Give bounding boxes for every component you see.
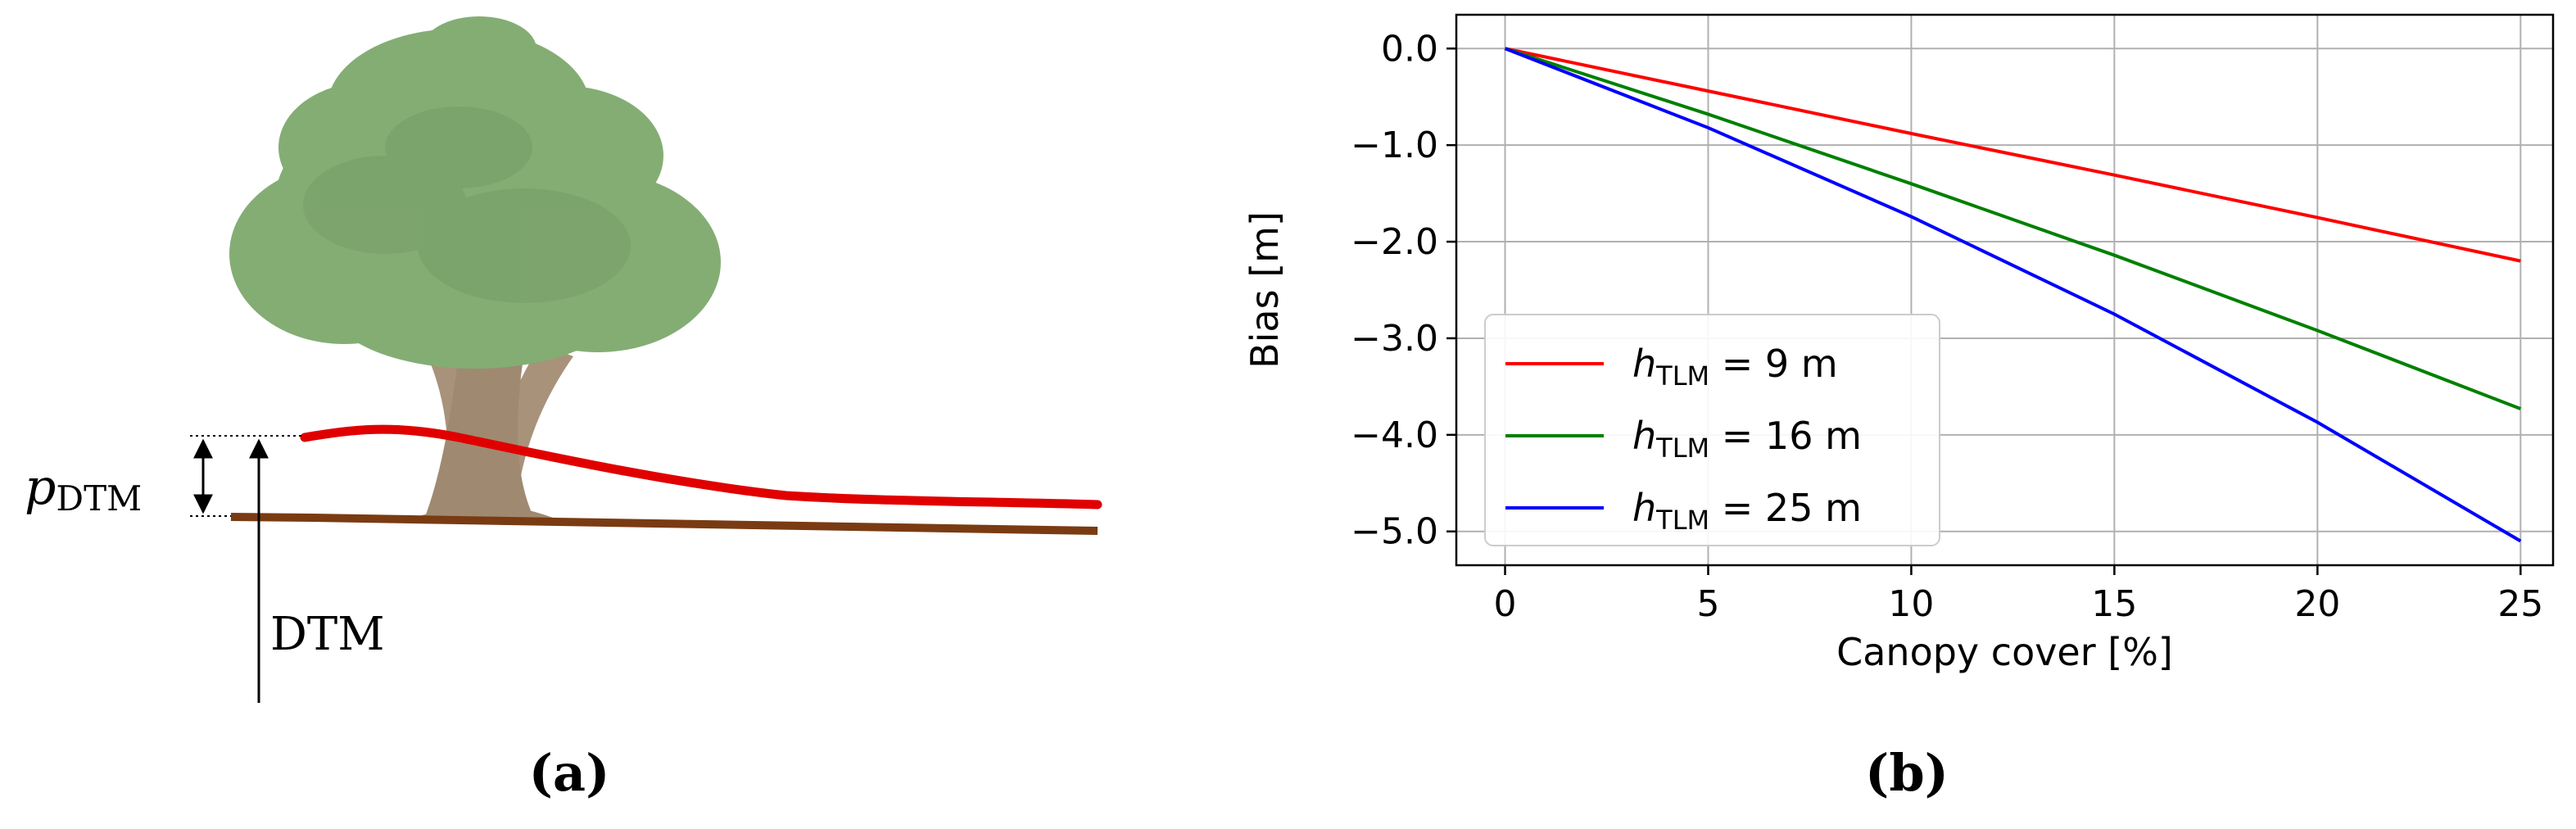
legend-entry-1: hTLM = 16 m <box>1632 414 1862 464</box>
y-tick-label-3: −3.0 <box>1351 318 1438 360</box>
x-tick-label-5: 25 <box>2497 583 2543 625</box>
x-tick-label-2: 10 <box>1888 583 1934 625</box>
x-tick-label-0: 0 <box>1494 583 1517 625</box>
x-tick-label-1: 5 <box>1696 583 1719 625</box>
panel-a-caption: (a) <box>529 743 610 803</box>
tree-crown <box>229 16 721 369</box>
p-dtm-label: pDTM <box>25 459 142 519</box>
tree-illustration <box>229 16 721 519</box>
plot-frame <box>1455 13 2555 567</box>
x-axis-label: Canopy cover [%] <box>1836 630 2173 674</box>
series-line-1 <box>1504 47 2522 410</box>
panel-b: 0 5 10 15 20 25 0.0 −1.0 −2.0 −3.0 −4.0 −5.0 Canopy … <box>1243 13 2555 803</box>
y-tick-label-0: 0.0 <box>1381 28 1438 70</box>
y-tick-label-4: −4.0 <box>1351 414 1438 456</box>
y-tick-label-1: −1.0 <box>1351 125 1438 166</box>
panel-b-caption: (b) <box>1865 743 1949 803</box>
series-line-0 <box>1505 47 2521 263</box>
bias-chart: 0 5 10 15 20 25 0.0 −1.0 −2.0 −3.0 −4.0 −5.0 Canopy … <box>1243 13 2555 674</box>
legend-entry-0: hTLM = 9 m <box>1632 342 1838 392</box>
legend-box <box>1484 314 1940 546</box>
y-tick-label-2: −2.0 <box>1351 221 1438 263</box>
tree-trunk <box>414 344 573 519</box>
panel-a: pDTM DTM (a) <box>25 16 1102 803</box>
y-axis-label: Bias [m] <box>1243 211 1287 369</box>
x-tick-label-3: 15 <box>2091 583 2137 625</box>
series-line-2 <box>1504 47 2522 543</box>
dtm-label: DTM <box>270 608 385 661</box>
dsm-line <box>300 424 1102 510</box>
legend-entry-2: hTLM = 25 m <box>1632 486 1862 536</box>
x-tick-label-4: 20 <box>2294 583 2340 625</box>
tree-crown-shade <box>303 106 631 303</box>
ground-line <box>230 513 1098 535</box>
y-tick-label-5: −5.0 <box>1351 511 1438 553</box>
